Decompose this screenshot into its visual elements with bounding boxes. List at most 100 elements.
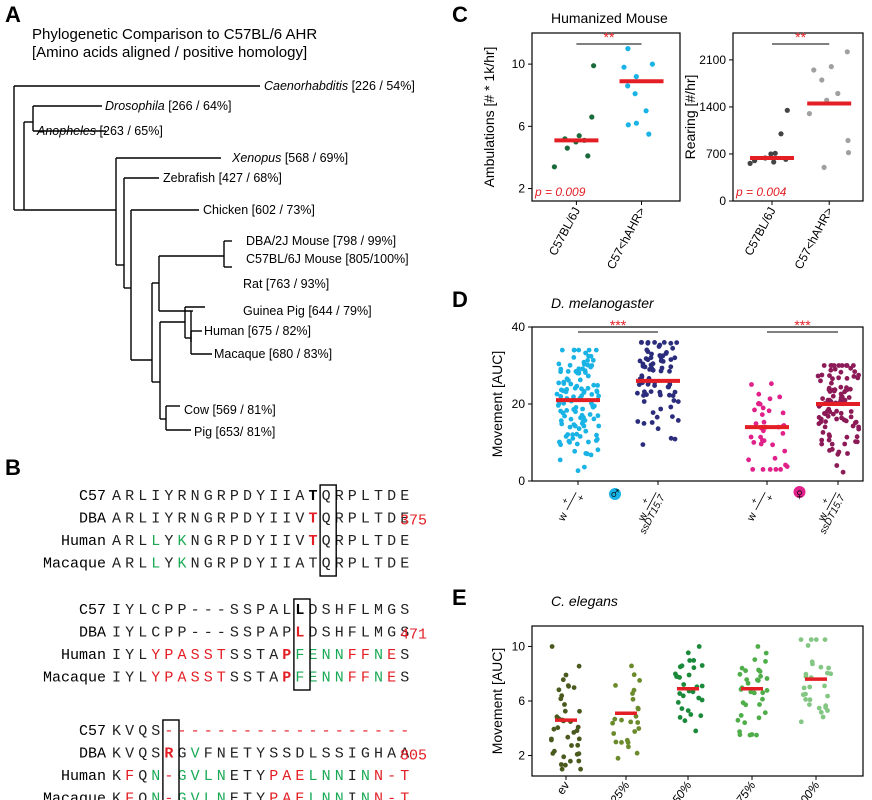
- residue: S: [335, 746, 344, 763]
- residue: N: [335, 768, 344, 785]
- data-point: [772, 150, 778, 156]
- data-point: [826, 437, 832, 443]
- taxon-label: Cow [569 / 81%]: [184, 403, 276, 417]
- panel-a-title-line2: [Amino acids aligned / positive homology…: [32, 44, 307, 61]
- residue: L: [138, 625, 147, 642]
- data-point: [854, 434, 860, 440]
- residue: -: [361, 723, 370, 740]
- residue: T: [217, 670, 226, 687]
- residue: S: [243, 602, 252, 619]
- data-point: [629, 663, 634, 669]
- data-point: [828, 367, 834, 373]
- residue: R: [125, 511, 134, 528]
- residue: -: [387, 768, 396, 785]
- residue: -: [178, 723, 187, 740]
- data-point: [633, 713, 639, 719]
- data-point: [845, 150, 852, 156]
- residue: E: [400, 556, 409, 573]
- data-point: [745, 680, 751, 686]
- data-point: [824, 408, 830, 414]
- panel-a-letter: A: [5, 2, 21, 27]
- data-point: [576, 426, 582, 432]
- x-tick-label: 25%: [607, 778, 633, 800]
- y-tick-label: 10: [512, 57, 526, 71]
- data-point: [649, 351, 654, 357]
- y-tick-label: 40: [512, 320, 526, 334]
- data-point: [739, 665, 745, 671]
- residue: L: [295, 625, 304, 642]
- residue: -: [387, 723, 396, 740]
- taxon-label: DBA/2J Mouse [798 / 99%]: [246, 234, 396, 248]
- residue: -: [387, 791, 396, 800]
- data-point: [672, 436, 678, 442]
- residue: I: [269, 533, 278, 550]
- residue: D: [243, 556, 252, 573]
- panel-d-title: D. melanogaster: [551, 295, 655, 311]
- genotype-w: w: [555, 511, 570, 525]
- data-point: [777, 394, 783, 400]
- data-point: [691, 665, 697, 671]
- data-point: [638, 340, 644, 345]
- residue: M: [374, 625, 383, 642]
- residue: E: [309, 647, 318, 664]
- data-point: [839, 415, 844, 421]
- residue: Q: [322, 511, 331, 528]
- data-point: [809, 659, 815, 665]
- data-point: [556, 361, 562, 367]
- residue: P: [230, 556, 239, 573]
- taxon-label: Guinea Pig [644 / 79%]: [243, 304, 372, 318]
- data-point: [644, 347, 650, 353]
- data-point: [589, 114, 595, 120]
- genotype-w: w: [744, 511, 759, 525]
- panel-e-letter: E: [452, 585, 467, 610]
- residue: -: [164, 768, 173, 785]
- residue: S: [322, 746, 331, 763]
- data-point: [813, 637, 819, 642]
- residue: R: [217, 511, 226, 528]
- panel-a-title-line1: Phylogenetic Comparison to C57BL/6 AHR: [32, 26, 317, 43]
- taxon-label: Drosophila [266 / 64%]: [105, 99, 231, 113]
- alignment-block: C57 K V Q S - - - - - - - - - - - - - - - - - - -DBA K V Q S R G V F N E T…: [43, 719, 427, 800]
- data-point: [639, 373, 645, 379]
- data-point: [763, 650, 769, 656]
- residue: N: [217, 791, 226, 800]
- residue: D: [309, 602, 318, 619]
- residue: Q: [322, 556, 331, 573]
- residue: G: [204, 533, 213, 550]
- residue: D: [309, 625, 318, 642]
- residue: E: [230, 791, 239, 800]
- x-tick-label: C57<hAHR>: [604, 205, 648, 272]
- residue: Y: [256, 488, 265, 505]
- tree-labels: Caenorhabditis [226 / 54%] Drosophila [26…: [36, 79, 415, 439]
- data-point: [591, 63, 597, 69]
- data-point: [766, 408, 772, 414]
- residue: G: [204, 556, 213, 573]
- data-point: [818, 664, 824, 670]
- data-point: [820, 714, 826, 720]
- plot-frame: [732, 32, 864, 202]
- genotype-top: +: [819, 496, 830, 505]
- residue: E: [400, 488, 409, 505]
- residue: K: [112, 746, 121, 763]
- data-point: [625, 83, 631, 89]
- data-point: [778, 131, 784, 137]
- data-point: [756, 715, 762, 721]
- residue: Y: [151, 670, 160, 687]
- data-point: [587, 412, 593, 417]
- data-point: [672, 355, 678, 361]
- residue: T: [374, 556, 383, 573]
- residue: T: [309, 556, 318, 573]
- residue: -: [230, 723, 239, 740]
- data-point: [563, 762, 568, 768]
- residue: Q: [322, 533, 331, 550]
- data-point: [832, 366, 838, 372]
- residue: H: [335, 625, 344, 642]
- data-point: [582, 368, 588, 373]
- data-point: [844, 49, 850, 55]
- data-point: [825, 413, 831, 419]
- data-point: [563, 434, 569, 439]
- data-point: [635, 419, 641, 424]
- residue: E: [400, 511, 409, 528]
- data-point: [768, 151, 774, 157]
- data-point: [635, 390, 640, 396]
